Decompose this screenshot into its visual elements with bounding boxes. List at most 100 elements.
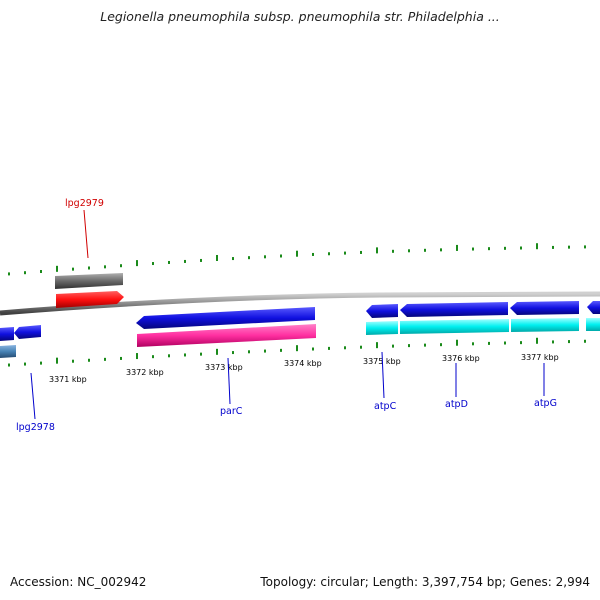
gc-inner-tick (24, 362, 26, 366)
cds-feature-right-edge[interactable] (586, 318, 600, 331)
gc-outer-tick (440, 248, 442, 252)
gc-inner-tick (408, 344, 410, 348)
accession-text: Accession: NC_002942 (10, 575, 147, 589)
gc-outer-tick (312, 252, 314, 256)
gc-inner-tick (472, 342, 474, 346)
gc-inner-tick (520, 341, 522, 345)
gc-inner-tick (456, 339, 458, 346)
gc-inner-tick (104, 357, 106, 361)
gene-feature-right-edge[interactable] (587, 301, 600, 314)
gc-outer-tick (520, 246, 522, 250)
gc-outer-tick (280, 254, 282, 258)
gc-inner-tick (56, 357, 58, 364)
gc-outer-tick (184, 259, 186, 263)
map-title: Legionella pneumophila subsp. pneumophil… (100, 9, 500, 24)
gc-outer-tick (424, 248, 426, 252)
gc-inner-tick (184, 353, 186, 357)
gc-outer-tick (232, 257, 234, 261)
gc-inner-tick (232, 351, 234, 355)
gc-outer-tick (88, 266, 90, 270)
gc-outer-tick (568, 245, 570, 249)
gc-outer-tick (552, 245, 554, 249)
gc-outer-tick (56, 265, 58, 272)
cds-feature-atpG[interactable] (511, 318, 579, 332)
gc-outer-tick (248, 256, 250, 260)
gc-outer-tick (152, 262, 154, 266)
gene-label-lpg2979[interactable]: lpg2979 (65, 198, 104, 209)
gc-inner-tick (200, 352, 202, 356)
gc-outer-tick (504, 246, 506, 250)
scale-label-3374: 3374 kbp (284, 359, 322, 368)
gc-outer-tick (536, 243, 538, 250)
gc-inner-tick (376, 342, 378, 349)
gc-inner-tick (8, 363, 10, 367)
gc-outer-tick (120, 264, 122, 268)
leader-line-parC (227, 357, 231, 405)
scale-label-3373: 3373 kbp (205, 363, 243, 372)
gc-inner-tick (392, 344, 394, 348)
gc-inner-tick (136, 353, 138, 360)
gene-label-parC[interactable]: parC (220, 406, 243, 417)
scale-label-3371: 3371 kbp (49, 375, 87, 384)
gc-outer-tick (264, 255, 266, 259)
gc-outer-tick (200, 258, 202, 262)
gc-outer-tick (456, 244, 458, 251)
gc-inner-tick (120, 356, 122, 360)
gc-outer-tick (40, 270, 42, 274)
leader-line-lpg2979 (83, 209, 89, 259)
scale-label-3377: 3377 kbp (521, 353, 559, 362)
gc-outer-tick (72, 267, 74, 271)
gc-inner-tick (584, 339, 586, 343)
gene-feature-atpG[interactable] (510, 301, 579, 315)
gc-inner-tick (216, 348, 218, 355)
gc-outer-tick (472, 247, 474, 251)
gc-outer-tick (344, 251, 346, 255)
cds-feature-parC[interactable] (137, 324, 316, 347)
gc-inner-tick (168, 354, 170, 358)
gc-inner-tick (440, 343, 442, 347)
gc-inner-tick (424, 343, 426, 347)
gc-inner-tick (280, 348, 282, 352)
gc-inner-tick (264, 349, 266, 353)
gc-inner-tick (536, 337, 538, 344)
gc-inner-tick (328, 346, 330, 350)
cds-feature-left-edge[interactable] (0, 345, 16, 358)
gc-inner-tick (488, 341, 490, 345)
gc-inner-tick (88, 358, 90, 362)
leader-line-atpC (381, 351, 385, 399)
gene-feature-lpg2979[interactable] (55, 273, 123, 289)
gc-inner-tick (552, 340, 554, 344)
gc-inner-tick (360, 345, 362, 349)
cds-feature-atpD[interactable] (400, 319, 509, 334)
gene-feature-left-edge[interactable] (0, 327, 14, 341)
gc-inner-tick (296, 345, 298, 352)
gene-label-lpg2978[interactable]: lpg2978 (16, 422, 55, 433)
gc-inner-tick (568, 340, 570, 344)
cds-feature-atpC[interactable] (366, 321, 398, 335)
gc-outer-tick (136, 260, 138, 267)
gc-outer-tick (408, 249, 410, 253)
gene-feature-parC[interactable] (136, 307, 315, 329)
cds-feature-lpg2979[interactable] (56, 291, 124, 308)
genome-backbone (0, 291, 600, 316)
gc-content-track-outer (8, 243, 586, 276)
gc-outer-tick (360, 250, 362, 254)
gc-outer-tick (328, 252, 330, 256)
topology-summary-text: Topology: circular; Length: 3,397,754 bp… (260, 575, 590, 589)
gc-outer-tick (488, 247, 490, 251)
gc-outer-tick (584, 245, 586, 249)
gene-feature-atpC[interactable] (366, 304, 398, 318)
gene-feature-lpg2978[interactable] (14, 325, 41, 339)
gc-inner-tick (40, 361, 42, 365)
gene-label-atpC[interactable]: atpC (374, 401, 397, 412)
gc-outer-tick (376, 247, 378, 254)
leader-line-lpg2978 (30, 372, 36, 420)
gc-outer-tick (216, 254, 218, 261)
gene-feature-atpD[interactable] (400, 302, 508, 317)
gc-inner-tick (248, 350, 250, 354)
gene-label-atpD[interactable]: atpD (445, 399, 468, 410)
gc-outer-tick (296, 250, 298, 257)
gene-label-atpG[interactable]: atpG (534, 398, 557, 409)
gc-inner-tick (344, 346, 346, 350)
